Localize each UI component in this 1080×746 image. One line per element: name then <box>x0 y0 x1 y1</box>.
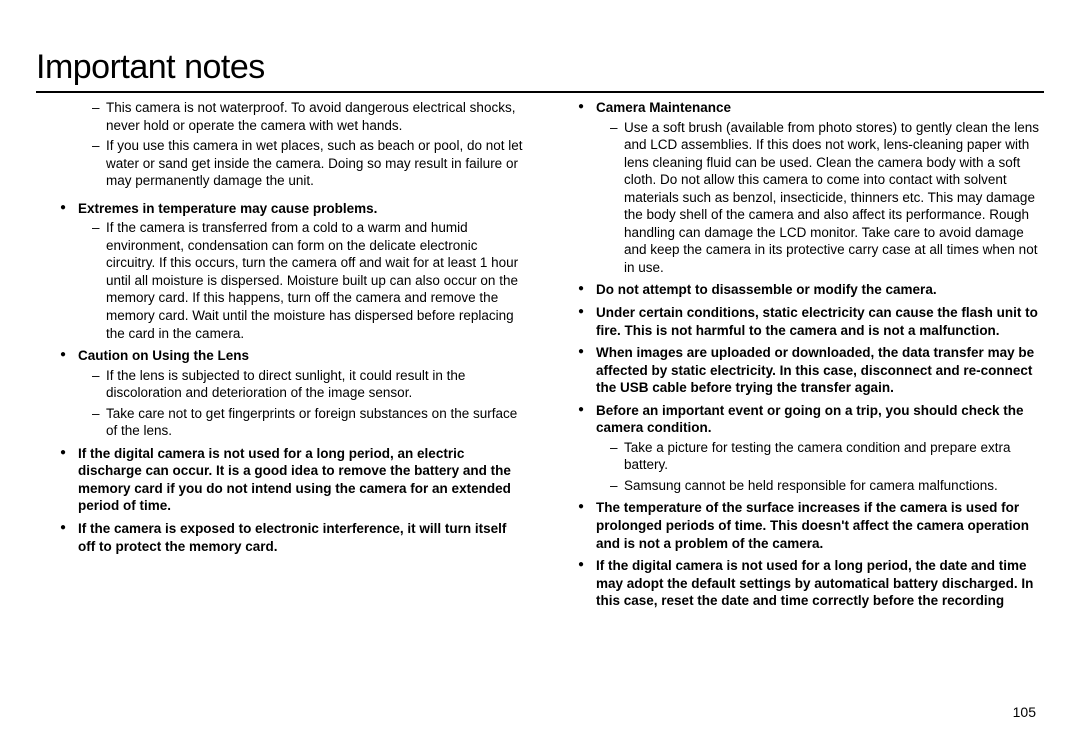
right-column: Camera Maintenance Use a soft brush (ava… <box>554 99 1044 615</box>
list-item: Caution on Using the Lens If the lens is… <box>36 347 526 440</box>
list-item: Extremes in temperature may cause proble… <box>36 200 526 342</box>
list-item: If the lens is subjected to direct sunli… <box>78 367 526 402</box>
title-rule <box>36 91 1044 93</box>
left-column: This camera is not waterproof. To avoid … <box>36 99 526 615</box>
two-column-layout: This camera is not waterproof. To avoid … <box>36 99 1044 615</box>
dash-list: If the camera is transferred from a cold… <box>78 219 526 342</box>
list-item: The temperature of the surface increases… <box>554 499 1044 552</box>
list-item: Use a soft brush (available from photo s… <box>596 119 1044 277</box>
dash-list: Use a soft brush (available from photo s… <box>596 119 1044 277</box>
leading-dash-list: This camera is not waterproof. To avoid … <box>36 99 526 190</box>
bullet-heading: Before an important event or going on a … <box>596 403 1024 436</box>
list-item: Take a picture for testing the camera co… <box>596 439 1044 474</box>
bullet-list: Camera Maintenance Use a soft brush (ava… <box>554 99 1044 610</box>
page-number: 105 <box>1013 704 1036 720</box>
bullet-heading: Camera Maintenance <box>596 100 731 115</box>
list-item: If the camera is transferred from a cold… <box>78 219 526 342</box>
manual-page: Important notes This camera is not water… <box>0 0 1080 746</box>
list-item: This camera is not waterproof. To avoid … <box>36 99 526 134</box>
list-item: If you use this camera in wet places, su… <box>36 137 526 190</box>
bullet-heading: Caution on Using the Lens <box>78 348 249 363</box>
list-item: Do not attempt to disassemble or modify … <box>554 281 1044 299</box>
list-item: If the digital camera is not used for a … <box>554 557 1044 610</box>
bullet-heading: Extremes in temperature may cause proble… <box>78 201 377 216</box>
list-item: When images are uploaded or downloaded, … <box>554 344 1044 397</box>
list-item: Camera Maintenance Use a soft brush (ava… <box>554 99 1044 276</box>
list-item: Samsung cannot be held responsible for c… <box>596 477 1044 495</box>
list-item: If the camera is exposed to electronic i… <box>36 520 526 555</box>
list-item: Take care not to get fingerprints or for… <box>78 405 526 440</box>
list-item: Before an important event or going on a … <box>554 402 1044 495</box>
page-title: Important notes <box>36 48 1044 87</box>
bullet-list: Extremes in temperature may cause proble… <box>36 200 526 555</box>
dash-list: Take a picture for testing the camera co… <box>596 439 1044 495</box>
list-item: Under certain conditions, static electri… <box>554 304 1044 339</box>
dash-list: If the lens is subjected to direct sunli… <box>78 367 526 440</box>
list-item: If the digital camera is not used for a … <box>36 445 526 515</box>
